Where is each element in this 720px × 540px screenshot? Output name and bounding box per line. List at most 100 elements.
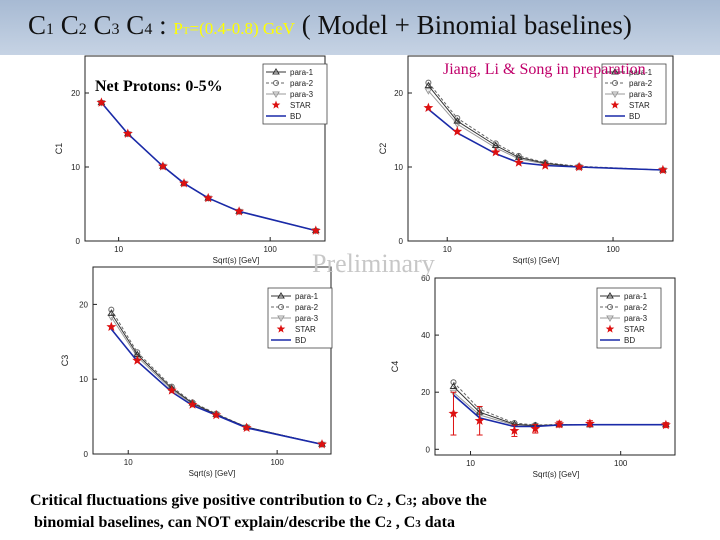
c1-STAR-point-0 <box>96 97 107 107</box>
c2-para-1-point-1 <box>453 117 462 124</box>
c4-para-2-point-0 <box>450 379 457 386</box>
c3-y-tick-label-2: 20 <box>79 300 88 309</box>
c4-y-tick-label-2: 40 <box>421 331 430 340</box>
title-bar: C1 C2 C3 C4 : PT=(0.4-0.8) GeV ( Model +… <box>0 0 720 55</box>
c1-legend-para-2-point-1 <box>273 80 279 86</box>
c3-legend-para-1-point-0 <box>277 292 285 299</box>
c1-x-axis-label: Sqrt(s) [GeV] <box>213 256 260 265</box>
c2-legend-para-1-point-0 <box>611 68 619 75</box>
c3-legend-label-STAR: STAR <box>295 325 316 334</box>
c4-legend-star-marker <box>605 324 615 333</box>
c3-y-axis-label: C3 <box>60 355 70 367</box>
c2-y-tick-label-1: 10 <box>394 163 403 172</box>
c2-legend-label-BD: BD <box>629 112 640 121</box>
c1-STAR-point-1 <box>122 128 133 138</box>
c2-STAR-point-0 <box>423 102 434 112</box>
c3-y-tick-label-0: 0 <box>84 450 89 459</box>
c1-STAR-point-5 <box>234 206 245 216</box>
c3-legend-para-2-point-1 <box>278 304 284 310</box>
plot-c4: 0 20 40 60 10 100 Sqrt(s) [GeV] C4 para-1 para-2 p… <box>390 274 676 479</box>
c4-legend-label-STAR: STAR <box>624 325 645 334</box>
c3-legend-star-marker <box>276 324 286 333</box>
c3-legend-label-para-1: para-1 <box>295 292 319 301</box>
c3-para-2-point-0 <box>108 306 115 313</box>
c2-y-axis-label: C2 <box>378 143 388 155</box>
c4-STAR-point-0 <box>448 408 459 418</box>
c3-STAR-point-4 <box>211 409 222 420</box>
c3-STAR-point-6 <box>317 439 327 449</box>
c4-legend-para-2-point-1 <box>607 304 613 310</box>
c3-legend-label-para-2: para-2 <box>295 303 319 312</box>
c4-STAR-point-3 <box>530 423 541 433</box>
c1-STAR-point-3 <box>179 178 189 188</box>
c1-legend-para-1-point-0 <box>272 68 280 75</box>
c4-STAR-point-2 <box>509 425 520 435</box>
c1-legend-star-marker <box>271 100 281 109</box>
c4-x-tick-label-1: 100 <box>614 459 628 468</box>
c2-x-tick-label-0: 10 <box>443 245 452 254</box>
c1-x-tick-label-0: 10 <box>114 245 123 254</box>
c4-x-axis-label: Sqrt(s) [GeV] <box>533 470 580 479</box>
c2-legend-label-para-1: para-1 <box>629 68 653 77</box>
c2-y-tick-label-0: 0 <box>399 237 404 246</box>
c1-legend-label-STAR: STAR <box>290 101 311 110</box>
c1-y-axis-label: C1 <box>54 143 64 155</box>
c3-STAR-point-3 <box>187 399 198 409</box>
c1-legend-label-para-3: para-3 <box>290 90 314 99</box>
c4-legend-para-1-point-0 <box>606 292 614 299</box>
c3-STAR-point-2 <box>166 385 177 395</box>
c2-para-2-point-0 <box>425 79 432 86</box>
c3-STAR-point-5 <box>241 422 252 432</box>
credit-text: Jiang, Li & Song in preparation <box>443 61 646 78</box>
c4-STAR-point-4 <box>554 419 565 429</box>
c3-x-axis-label: Sqrt(s) [GeV] <box>189 469 236 478</box>
c1-STAR-point-4 <box>203 192 214 203</box>
c2-para-1-point-0 <box>424 81 433 89</box>
c3-legend-label-para-3: para-3 <box>295 314 319 323</box>
c2-para-3-point-1 <box>453 121 462 129</box>
c4-legend-label-para-1: para-1 <box>624 292 648 301</box>
c4-y-axis-label: C4 <box>390 361 400 373</box>
c4-STAR-point-6 <box>660 419 671 430</box>
c2-y-tick-label-2: 20 <box>394 89 403 98</box>
c3-STAR-point-1 <box>132 355 143 365</box>
c1-legend-label-BD: BD <box>290 112 301 121</box>
c1-legend-para-3-point-2 <box>272 91 280 98</box>
c1-STAR-point-2 <box>158 161 168 171</box>
c3-legend-label-BD: BD <box>295 336 306 345</box>
c2-x-axis-label: Sqrt(s) [GeV] <box>513 256 560 265</box>
c4-para-1-point-0 <box>449 382 458 389</box>
c3-para-1-point-0 <box>107 309 116 316</box>
c2-legend-label-para-2: para-2 <box>629 79 653 88</box>
c2-STAR-point-5 <box>574 161 584 172</box>
c2-x-tick-label-1: 100 <box>606 245 620 254</box>
c4-y-tick-label-3: 60 <box>421 274 430 283</box>
conclusion-text: Critical fluctuations give positive cont… <box>30 490 710 533</box>
c1-y-tick-label-2: 20 <box>71 89 80 98</box>
c4-y-tick-label-1: 20 <box>421 388 430 397</box>
conclusion-line-2: binomial baselines, can NOT explain/desc… <box>34 513 455 531</box>
c4-x-tick-label-0: 10 <box>466 459 475 468</box>
plot-c3: 0 10 20 10 100 Sqrt(s) [GeV] C3 para-1 para-2 par… <box>60 266 333 478</box>
c3-legend-para-3-point-2 <box>277 315 285 322</box>
c2-STAR-point-3 <box>513 157 524 167</box>
c2-legend-label-para-3: para-3 <box>629 90 653 99</box>
pt-range-label: PT=(0.4-0.8) GeV <box>173 19 295 38</box>
c1-x-tick-label-1: 100 <box>263 245 277 254</box>
c1-y-tick-label-1: 10 <box>71 163 80 172</box>
c1-legend-label-para-1: para-1 <box>290 68 314 77</box>
c2-STAR-point-1 <box>452 126 463 136</box>
conclusion-line-1: Critical fluctuations give positive cont… <box>30 492 487 509</box>
c4-legend-label-BD: BD <box>624 336 635 345</box>
c2-para-3-point-0 <box>424 88 433 95</box>
c3-x-tick-label-1: 100 <box>270 458 284 467</box>
c4-STAR-point-5 <box>585 418 595 428</box>
c1-STAR-point-6 <box>310 225 321 235</box>
c2-legend-star-marker <box>610 100 620 109</box>
c2-STAR-point-4 <box>540 160 551 170</box>
c2-legend-para-2-point-1 <box>612 80 618 86</box>
c2-STAR-point-6 <box>658 164 668 175</box>
slide-title: C1 C2 C3 C4 : PT=(0.4-0.8) GeV ( Model +… <box>28 10 632 40</box>
